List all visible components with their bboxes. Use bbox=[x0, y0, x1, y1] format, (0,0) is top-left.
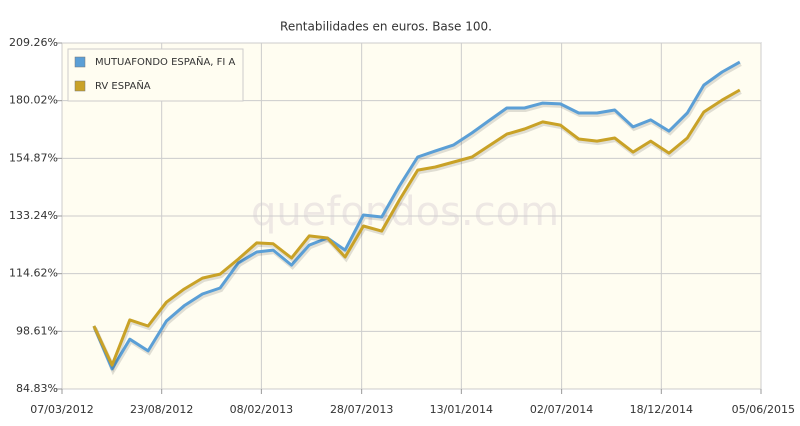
series-line bbox=[92, 60, 741, 371]
y-tick-label: 84.83% bbox=[16, 382, 58, 395]
x-tick-label: 02/07/2014 bbox=[530, 403, 593, 416]
x-tick-label: 28/07/2013 bbox=[330, 403, 393, 416]
legend-swatch bbox=[74, 80, 86, 92]
y-tick-label: 133.24% bbox=[9, 209, 58, 222]
y-tick-label: 180.02% bbox=[9, 94, 58, 107]
x-tick-label: 23/08/2012 bbox=[130, 403, 193, 416]
legend-swatch bbox=[74, 56, 86, 68]
y-tick-label: 114.62% bbox=[9, 267, 58, 280]
y-tick-label: 209.26% bbox=[9, 36, 58, 49]
legend-box bbox=[67, 48, 244, 102]
watermark: quefondos.com bbox=[251, 189, 559, 235]
line-shadow bbox=[93, 90, 742, 373]
legend: MUTUAFONDO ESPAÑA, FI A RV ESPAÑA bbox=[67, 48, 244, 102]
x-tick-label: 08/02/2013 bbox=[230, 403, 293, 416]
x-tick-label: 13/01/2014 bbox=[430, 403, 493, 416]
legend-label: MUTUAFONDO ESPAÑA, FI A bbox=[95, 55, 236, 68]
x-tick-label: 05/06/2015 bbox=[732, 403, 795, 416]
chart-title: Rentabilidades en euros. Base 100. bbox=[280, 20, 492, 34]
legend-label: RV ESPAÑA bbox=[95, 79, 151, 92]
y-tick-label: 154.87% bbox=[9, 151, 58, 164]
x-tick-label: 07/03/2012 bbox=[30, 403, 93, 416]
x-tick-label: 18/12/2014 bbox=[630, 403, 693, 416]
line-shadow bbox=[93, 62, 742, 376]
series-line bbox=[92, 88, 741, 367]
y-tick-label: 98.61% bbox=[16, 324, 58, 337]
